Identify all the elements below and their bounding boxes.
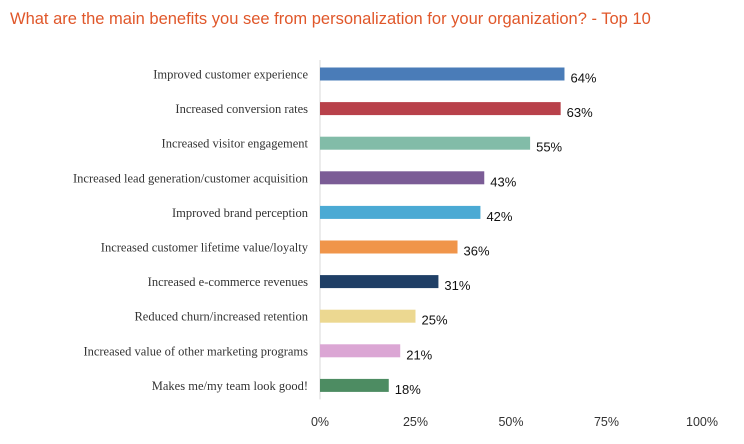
category-label: Increased e-commerce revenues bbox=[148, 275, 308, 289]
bar bbox=[320, 344, 401, 358]
data-label: 42% bbox=[486, 209, 512, 224]
bar bbox=[320, 205, 481, 219]
x-tick-label: 50% bbox=[498, 415, 523, 429]
bar bbox=[320, 102, 561, 116]
bar bbox=[320, 136, 531, 150]
bar bbox=[320, 240, 458, 254]
data-label: 31% bbox=[444, 278, 470, 293]
category-label: Improved customer experience bbox=[153, 68, 308, 82]
category-label: Improved brand perception bbox=[172, 206, 309, 220]
category-label: Increased conversion rates bbox=[175, 102, 308, 116]
category-label: Increased customer lifetime value/loyalt… bbox=[101, 241, 309, 255]
data-label: 55% bbox=[536, 140, 562, 155]
x-tick-label: 0% bbox=[311, 415, 329, 429]
category-label: Increased visitor engagement bbox=[162, 137, 309, 151]
bar bbox=[320, 309, 416, 323]
bar bbox=[320, 67, 565, 81]
data-label: 18% bbox=[395, 382, 421, 397]
data-label: 43% bbox=[490, 174, 516, 189]
category-label: Increased value of other marketing progr… bbox=[83, 344, 308, 358]
x-tick-label: 75% bbox=[594, 415, 619, 429]
category-label: Makes me/my team look good! bbox=[152, 379, 308, 393]
data-label: 63% bbox=[567, 105, 593, 120]
bar bbox=[320, 275, 439, 289]
data-label: 25% bbox=[422, 313, 448, 328]
chart-title: What are the main benefits you see from … bbox=[10, 10, 651, 28]
data-label: 64% bbox=[570, 71, 596, 86]
x-tick-label: 100% bbox=[686, 415, 718, 429]
category-label: Reduced churn/increased retention bbox=[134, 310, 308, 324]
data-label: 21% bbox=[406, 347, 432, 362]
x-tick-label: 25% bbox=[403, 415, 428, 429]
bar bbox=[320, 378, 389, 392]
category-label: Increased lead generation/customer acqui… bbox=[73, 171, 309, 185]
data-label: 36% bbox=[464, 244, 490, 259]
bar bbox=[320, 171, 485, 185]
